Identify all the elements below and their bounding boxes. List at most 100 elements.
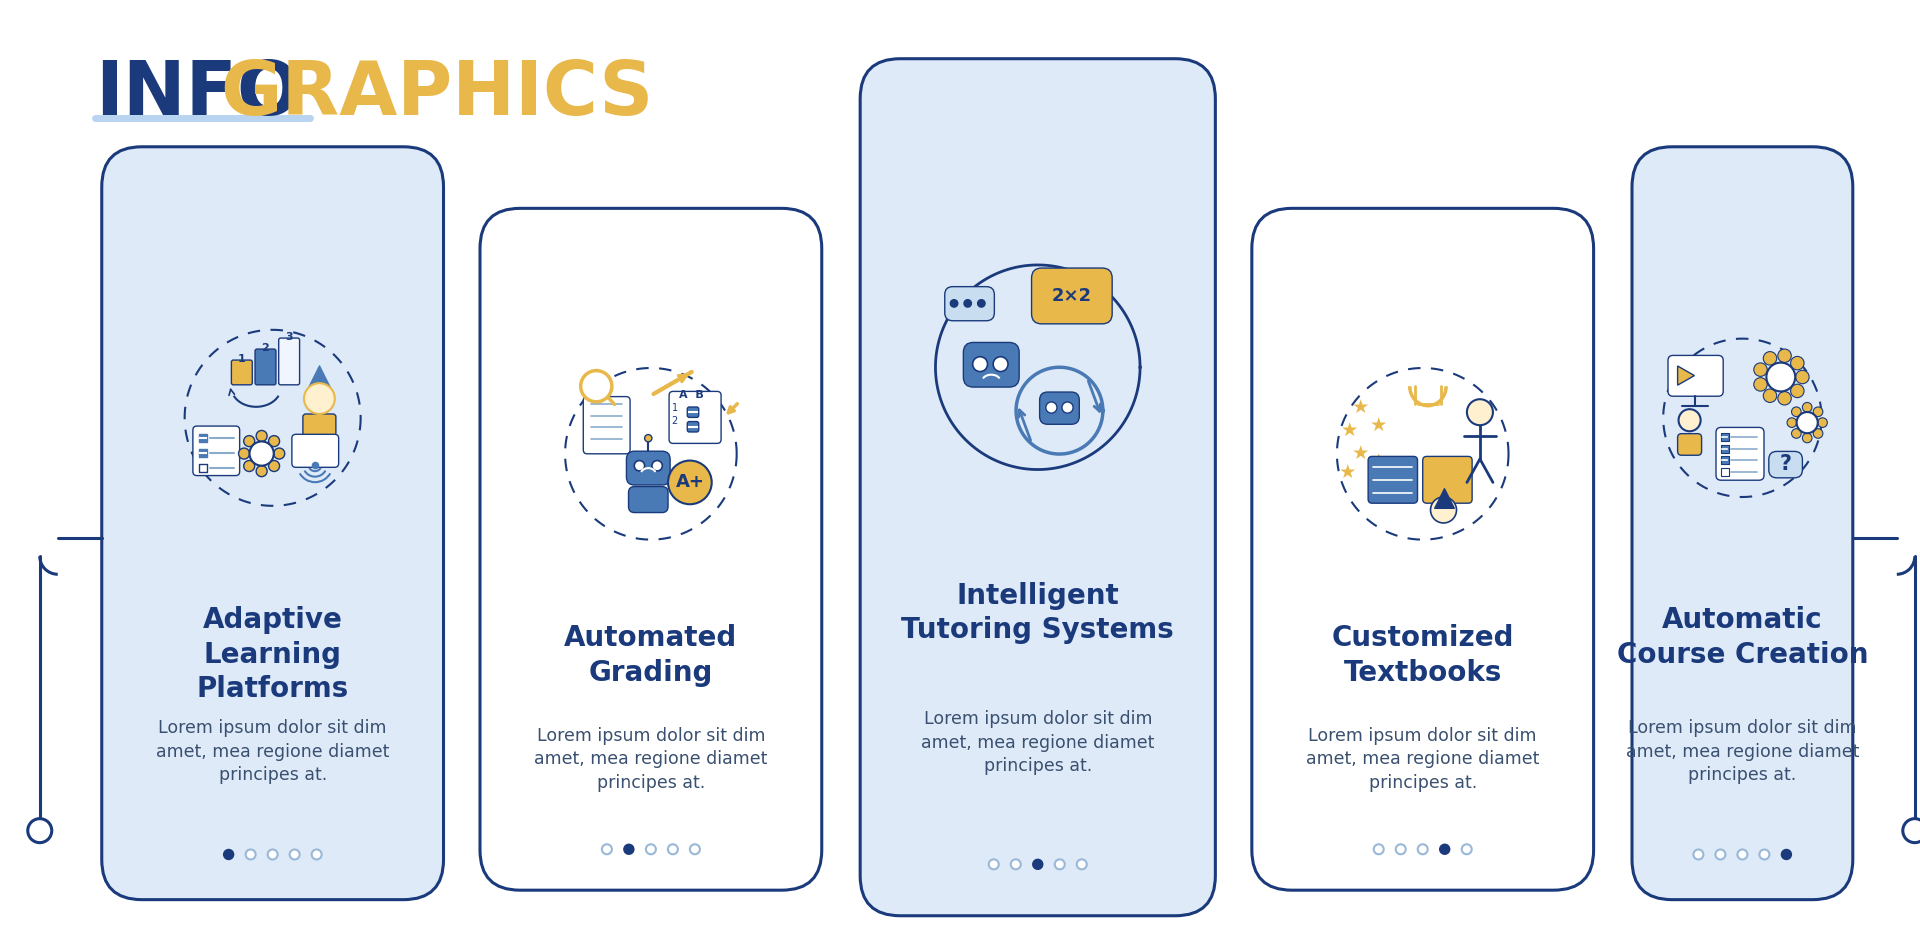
FancyBboxPatch shape (292, 435, 338, 467)
Circle shape (601, 845, 612, 854)
Circle shape (267, 849, 278, 860)
Circle shape (1803, 402, 1812, 412)
Circle shape (1715, 849, 1726, 860)
Circle shape (1795, 370, 1809, 384)
Point (1709, 429, 1740, 444)
FancyBboxPatch shape (1252, 208, 1594, 890)
Text: A  B: A B (680, 389, 705, 400)
Text: Customized
Textbooks: Customized Textbooks (1331, 624, 1515, 687)
Text: Lorem ipsum dolor sit dim
amet, mea regione diamet
principes at.: Lorem ipsum dolor sit dim amet, mea regi… (922, 710, 1154, 776)
Point (188, 460, 219, 475)
FancyBboxPatch shape (1668, 355, 1724, 396)
FancyBboxPatch shape (687, 407, 699, 418)
Circle shape (1782, 849, 1791, 860)
Text: A+: A+ (676, 474, 705, 491)
Point (1428, 491, 1459, 506)
Circle shape (653, 460, 662, 471)
Circle shape (1054, 859, 1066, 869)
Circle shape (1062, 402, 1073, 413)
Circle shape (1791, 384, 1805, 398)
Text: Adaptive
Learning
Platforms: Adaptive Learning Platforms (196, 606, 349, 704)
Circle shape (1077, 859, 1087, 869)
Circle shape (1903, 818, 1920, 843)
Text: ★: ★ (1352, 444, 1369, 463)
FancyBboxPatch shape (628, 487, 668, 512)
Text: Automatic
Course Creation: Automatic Course Creation (1617, 606, 1868, 669)
Polygon shape (1678, 366, 1693, 385)
FancyBboxPatch shape (102, 147, 444, 900)
Text: 2×2: 2×2 (1052, 287, 1092, 305)
Text: Intelligent
Tutoring Systems: Intelligent Tutoring Systems (900, 581, 1175, 644)
FancyBboxPatch shape (1716, 427, 1764, 480)
Circle shape (964, 299, 972, 307)
Circle shape (645, 845, 657, 854)
FancyBboxPatch shape (232, 360, 252, 384)
Text: ★: ★ (1369, 452, 1388, 471)
Circle shape (255, 431, 267, 441)
Circle shape (1812, 407, 1822, 417)
Circle shape (634, 460, 645, 471)
Circle shape (977, 299, 985, 307)
FancyBboxPatch shape (1031, 268, 1112, 324)
Circle shape (238, 448, 250, 459)
Text: Lorem ipsum dolor sit dim
amet, mea regione diamet
principes at.: Lorem ipsum dolor sit dim amet, mea regi… (1306, 726, 1540, 792)
Circle shape (275, 448, 284, 459)
Circle shape (1678, 409, 1701, 431)
Point (1709, 441, 1740, 456)
Circle shape (1778, 391, 1791, 405)
Circle shape (1430, 497, 1457, 523)
FancyBboxPatch shape (584, 397, 630, 454)
Circle shape (1788, 418, 1797, 427)
Circle shape (223, 849, 234, 860)
Circle shape (624, 845, 634, 854)
Circle shape (1010, 859, 1021, 869)
Circle shape (1693, 849, 1703, 860)
Circle shape (269, 460, 280, 472)
Circle shape (1759, 849, 1770, 860)
Circle shape (1417, 845, 1428, 854)
Circle shape (1461, 845, 1473, 854)
Circle shape (269, 436, 280, 447)
FancyBboxPatch shape (1423, 456, 1473, 503)
Text: ★: ★ (1342, 420, 1359, 440)
Circle shape (1766, 363, 1795, 391)
Circle shape (1791, 356, 1805, 370)
FancyBboxPatch shape (1369, 456, 1417, 503)
Circle shape (1738, 849, 1747, 860)
Text: Lorem ipsum dolor sit dim
amet, mea regione diamet
principes at.: Lorem ipsum dolor sit dim amet, mea regi… (156, 719, 390, 784)
Point (303, 369, 334, 384)
Circle shape (1033, 859, 1043, 869)
FancyBboxPatch shape (303, 414, 336, 436)
Circle shape (1440, 845, 1450, 854)
Circle shape (250, 441, 275, 466)
Text: ★: ★ (1352, 398, 1369, 417)
Circle shape (1467, 400, 1494, 425)
Point (188, 431, 219, 446)
Circle shape (255, 466, 267, 476)
Circle shape (668, 845, 678, 854)
Circle shape (1753, 363, 1766, 376)
Point (300, 457, 330, 473)
Circle shape (303, 384, 334, 414)
Circle shape (290, 849, 300, 860)
FancyBboxPatch shape (278, 338, 300, 384)
Text: 3: 3 (286, 332, 294, 342)
Circle shape (246, 849, 255, 860)
Text: 2: 2 (672, 416, 678, 425)
FancyBboxPatch shape (626, 451, 670, 485)
Circle shape (1753, 378, 1766, 391)
FancyBboxPatch shape (480, 208, 822, 890)
Text: Lorem ipsum dolor sit dim
amet, mea regione diamet
principes at.: Lorem ipsum dolor sit dim amet, mea regi… (534, 726, 768, 792)
Point (1709, 453, 1740, 468)
Circle shape (1797, 412, 1818, 433)
Circle shape (1046, 402, 1058, 413)
Circle shape (1778, 349, 1791, 363)
Circle shape (580, 370, 612, 402)
Circle shape (973, 357, 987, 371)
FancyBboxPatch shape (860, 59, 1215, 916)
Circle shape (993, 357, 1008, 371)
Circle shape (244, 460, 255, 472)
FancyBboxPatch shape (1039, 392, 1079, 424)
Circle shape (1803, 433, 1812, 443)
Text: ★: ★ (1369, 416, 1388, 435)
